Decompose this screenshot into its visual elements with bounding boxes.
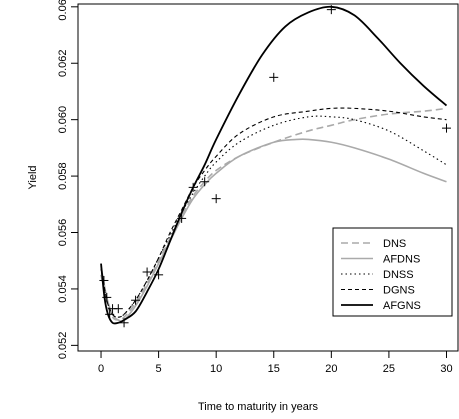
data-point (142, 267, 152, 277)
legend-label: AFDNS (383, 254, 420, 266)
y-tick-label: 0.062 (57, 49, 69, 77)
legend-label: DNS (383, 238, 406, 250)
data-point (113, 304, 123, 314)
x-tick-label: 5 (156, 363, 162, 375)
observed-points (99, 5, 451, 328)
x-tick-label: 20 (325, 363, 337, 375)
y-tick-label: 0.064 (57, 0, 69, 21)
axes: 0 5 10 15 20 25 30 0.052 0.054 0.056 0.058 0.060 0.0… (27, 0, 459, 413)
data-point (188, 182, 198, 192)
data-point (102, 292, 112, 302)
data-point (269, 72, 279, 82)
data-point (131, 295, 141, 305)
legend: DNS AFDNS DNSS DGNS AFGNS (332, 227, 453, 317)
series-line-afgns (100, 5, 448, 325)
data-point (200, 177, 210, 187)
data-point (177, 213, 187, 223)
y-tick-label: 0.058 (57, 162, 69, 190)
series-line-dgns (100, 107, 447, 318)
x-tick-label: 15 (268, 363, 280, 375)
y-tick-label: 0.052 (57, 332, 69, 360)
x-tick-label: 25 (383, 363, 395, 375)
x-tick-label: 10 (210, 363, 222, 375)
x-tick-label: 0 (98, 363, 104, 375)
y-tick-label: 0.060 (57, 106, 69, 134)
y-axis-title: Yield (27, 165, 39, 189)
data-point (105, 309, 115, 319)
plot-frame (77, 3, 459, 352)
data-point (326, 5, 336, 15)
data-point (441, 123, 451, 133)
data-point (211, 194, 221, 204)
data-point (154, 270, 164, 280)
series-layer (100, 5, 448, 325)
legend-label: DNSS (383, 269, 414, 281)
data-point (99, 275, 109, 285)
y-tick-label: 0.054 (57, 275, 69, 303)
legend-label: DGNS (383, 285, 415, 297)
legend-label: AFGNS (383, 300, 421, 312)
y-tick-label: 0.056 (57, 219, 69, 247)
x-axis-title: Time to maturity in years (198, 401, 319, 413)
x-tick-label: 30 (440, 363, 452, 375)
data-point (119, 318, 129, 328)
